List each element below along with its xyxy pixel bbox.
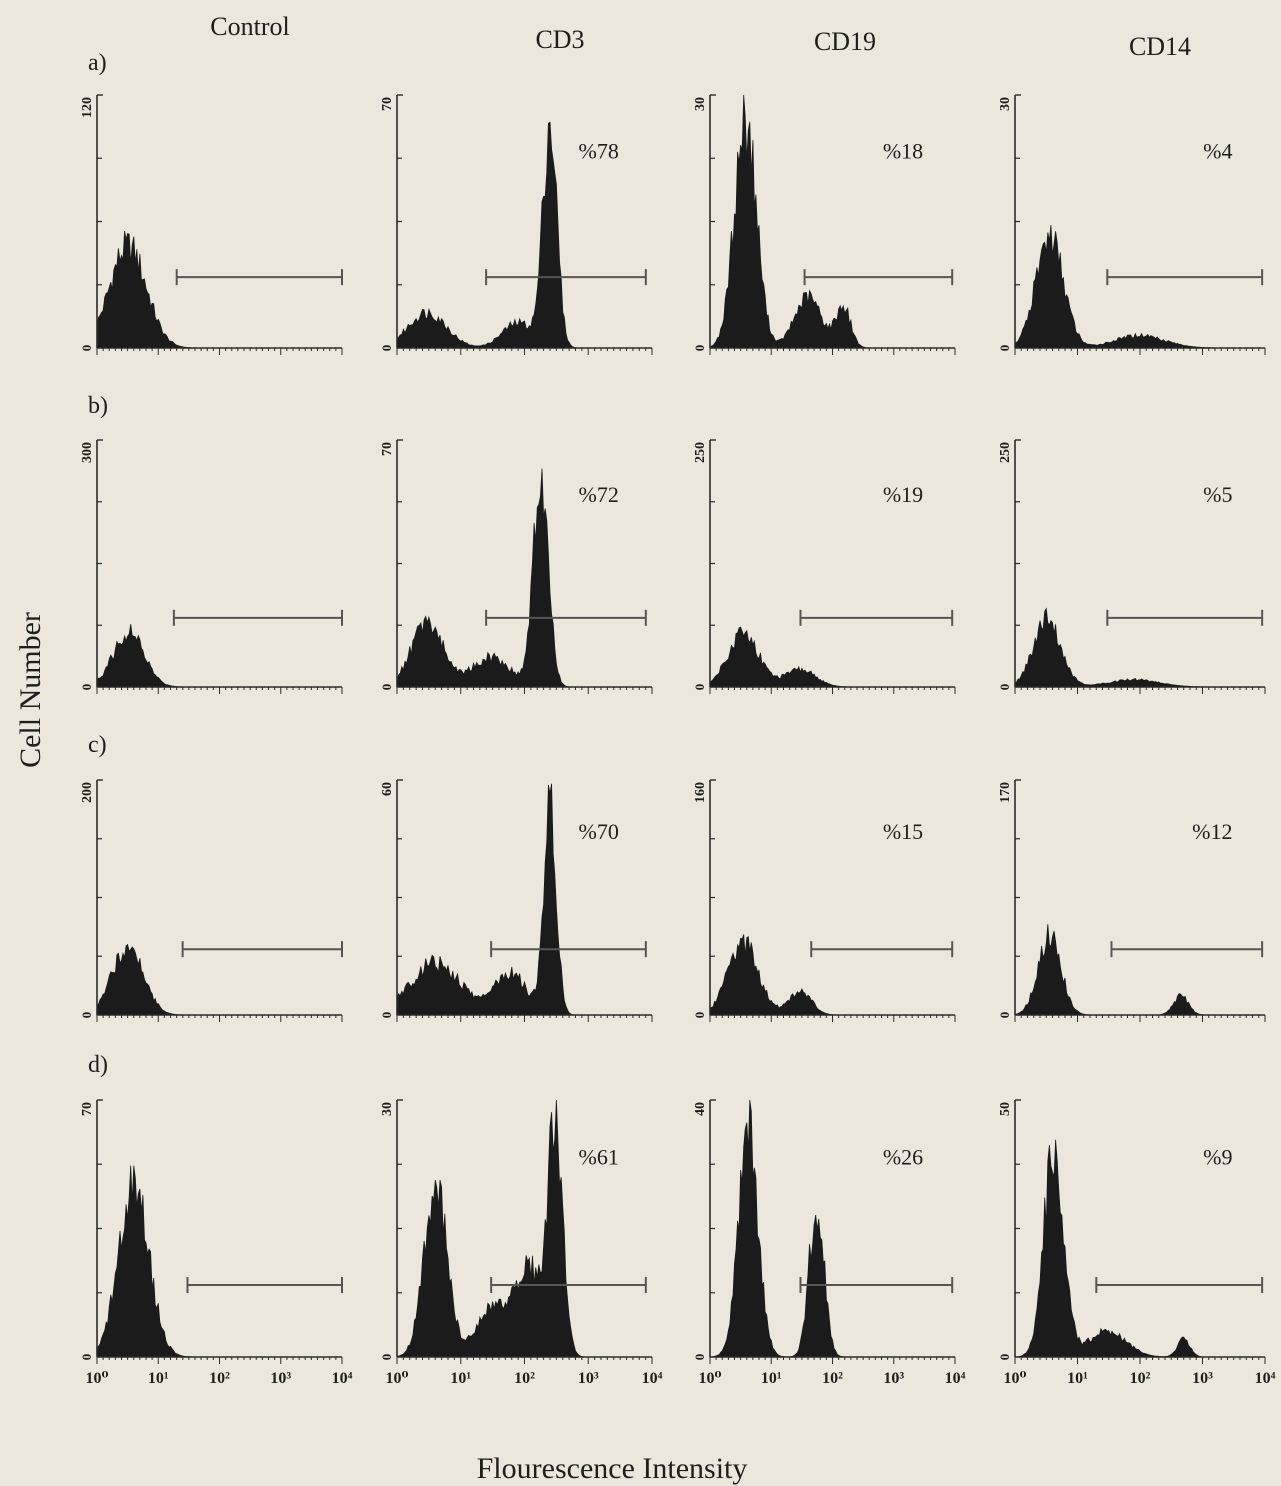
panel-b-cd14: 250 0 %5	[997, 439, 1266, 694]
panel-a-cd3: 70 0 %78	[379, 94, 653, 355]
y-tick-label-max: 70	[80, 1102, 95, 1116]
y-tick-label-max: 250	[693, 442, 708, 463]
y-tick-label-max: 170	[998, 782, 1013, 803]
y-tick-label-max: 200	[80, 782, 95, 803]
y-tick-label-zero: 0	[379, 684, 394, 691]
y-tick-label-zero: 0	[692, 1354, 707, 1361]
x-tick-label: 10⁴	[1255, 1370, 1276, 1387]
y-tick-label-zero: 0	[79, 684, 94, 691]
panel-b-cd3: 70 0 %72	[379, 439, 653, 694]
percent-label: %78	[579, 138, 619, 163]
x-tick-label: 10¹	[1067, 1370, 1088, 1387]
percent-label: %70	[579, 819, 619, 844]
panel-b-control: 300 0	[79, 439, 343, 694]
panel-c-cd19: 160 0 %15	[692, 779, 956, 1022]
y-tick-label-zero: 0	[79, 1354, 94, 1361]
percent-label: %19	[883, 482, 923, 507]
percent-label: %9	[1203, 1144, 1232, 1169]
y-tick-label-zero: 0	[379, 345, 394, 352]
x-tick-label: 10⁴	[332, 1370, 353, 1387]
column-header-cd3: CD3	[535, 25, 584, 54]
y-tick-label-zero: 0	[997, 684, 1012, 691]
x-tick-label: 10¹	[148, 1370, 169, 1387]
x-axis-title: Flourescence Intensity	[477, 1452, 748, 1485]
x-tick-label: 10⁰	[698, 1370, 721, 1387]
y-tick-label-zero: 0	[79, 345, 94, 352]
row-label-b: b)	[88, 393, 108, 419]
x-tick-label: 10⁰	[85, 1370, 108, 1387]
percent-label: %4	[1203, 138, 1232, 163]
y-tick-label-zero: 0	[692, 345, 707, 352]
percent-label: %12	[1192, 819, 1232, 844]
y-tick-label-zero: 0	[997, 1012, 1012, 1019]
x-tick-label: 10¹	[761, 1370, 782, 1387]
column-header-cd19: CD19	[814, 27, 876, 56]
x-tick-label: 10⁴	[945, 1370, 966, 1387]
panel-d-cd19: 40 0 %26 10⁰ 10¹ 10² 10³ 10⁴	[692, 1099, 966, 1387]
y-tick-label-max: 160	[693, 782, 708, 803]
y-tick-label-max: 30	[693, 97, 708, 111]
x-tick-label: 10³	[578, 1370, 599, 1387]
x-tick-label: 10²	[1130, 1370, 1151, 1387]
percent-label: %72	[579, 482, 619, 507]
x-tick-label: 10³	[1192, 1370, 1213, 1387]
percent-label: %26	[883, 1144, 923, 1169]
y-tick-label-zero: 0	[379, 1012, 394, 1019]
percent-label: %61	[579, 1144, 619, 1169]
row-label-c: c)	[88, 732, 107, 758]
y-tick-label-zero: 0	[997, 1354, 1012, 1361]
y-tick-label-max: 70	[380, 442, 395, 456]
percent-label: %5	[1203, 482, 1232, 507]
x-tick-label: 10⁰	[385, 1370, 408, 1387]
y-tick-label-zero: 0	[79, 1012, 94, 1019]
row-label-a: a)	[88, 50, 107, 76]
y-tick-label-max: 60	[380, 782, 395, 796]
panel-a-cd19: 30 0 %18	[692, 94, 956, 355]
y-tick-label-max: 30	[998, 97, 1013, 111]
panel-c-cd3: 60 0 %70	[379, 779, 653, 1022]
y-tick-label-max: 30	[380, 1102, 395, 1116]
x-tick-label: 10³	[883, 1370, 904, 1387]
column-header-cd14: CD14	[1129, 32, 1191, 61]
panel-a-cd14: 30 0 %4	[997, 94, 1266, 355]
panel-b-cd19: 250 0 %19	[692, 439, 956, 694]
x-tick-label: 10⁰	[1003, 1370, 1026, 1387]
y-tick-label-max: 40	[693, 1102, 708, 1116]
x-tick-label: 10¹	[450, 1370, 471, 1387]
y-tick-label-zero: 0	[379, 1354, 394, 1361]
panel-d-cd14: 50 0 %9 10⁰ 10¹ 10² 10³ 10⁴	[997, 1099, 1276, 1387]
panel-c-cd14: 170 0 %12	[997, 779, 1266, 1022]
y-tick-label-max: 70	[380, 97, 395, 111]
x-tick-label: 10⁴	[642, 1370, 663, 1387]
x-tick-label: 10²	[209, 1370, 230, 1387]
y-tick-label-max: 50	[998, 1102, 1013, 1116]
y-tick-label-zero: 0	[692, 1012, 707, 1019]
x-tick-label: 10³	[270, 1370, 291, 1387]
panel-d-cd3: 30 0 %61 10⁰ 10¹ 10² 10³ 10⁴	[379, 1099, 663, 1387]
x-tick-label: 10²	[514, 1370, 535, 1387]
y-tick-label-max: 120	[80, 97, 95, 118]
percent-label: %15	[883, 819, 923, 844]
y-tick-label-zero: 0	[997, 345, 1012, 352]
y-tick-label-zero: 0	[692, 684, 707, 691]
row-label-d: d)	[88, 1052, 108, 1078]
percent-label: %18	[883, 138, 923, 163]
column-header-control: Control	[210, 12, 289, 41]
y-axis-title: Cell Number	[14, 612, 47, 768]
panel-a-control: 120 0	[79, 94, 343, 355]
panel-d-control: 70 0 10⁰ 10¹ 10² 10³ 10⁴	[79, 1099, 353, 1387]
x-tick-label: 10²	[822, 1370, 843, 1387]
y-tick-label-max: 250	[998, 442, 1013, 463]
y-tick-label-max: 300	[80, 442, 95, 463]
